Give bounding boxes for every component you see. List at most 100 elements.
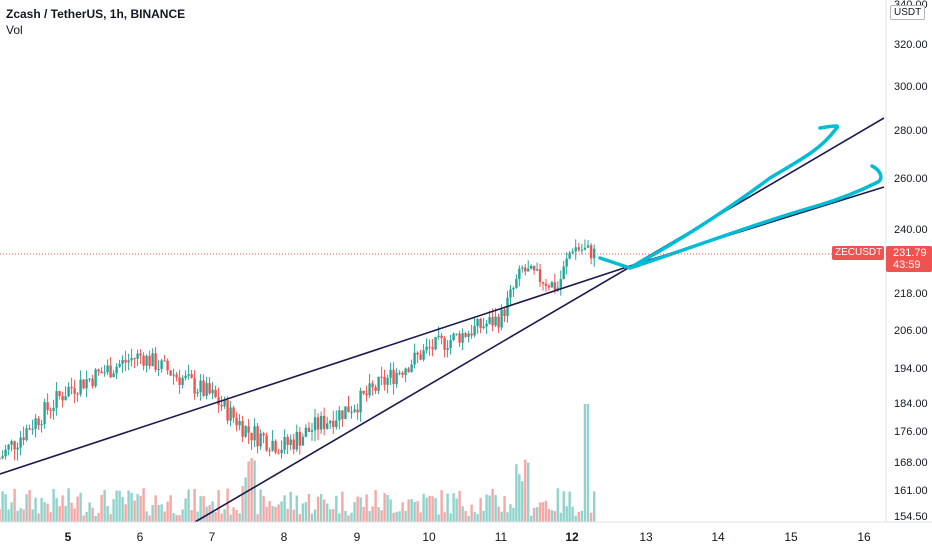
volume-bar <box>100 494 103 522</box>
trendline-lower[interactable] <box>194 117 885 523</box>
time-tick-label: 13 <box>639 530 653 544</box>
symbol-title[interactable]: Zcash / TetherUS, 1h, BINANCE <box>6 7 186 21</box>
volume-bar <box>497 506 500 522</box>
volume-bar <box>325 503 329 522</box>
volume-bar <box>583 404 587 522</box>
volume-bar <box>479 498 482 522</box>
candle-body <box>482 326 485 328</box>
trendline-upper[interactable] <box>0 265 631 475</box>
candle-body <box>301 436 305 446</box>
volume-bar <box>470 504 473 522</box>
volume-bar <box>491 488 494 522</box>
last-price-badge: 231.79 43:59 <box>886 246 932 272</box>
volume-bar <box>515 464 518 522</box>
volume-bar <box>544 500 548 522</box>
volume-bar <box>362 506 365 522</box>
volume-bar <box>148 515 151 522</box>
volume-bar <box>268 501 271 522</box>
volume-bar <box>295 495 298 522</box>
drawing-bullish-path[interactable] <box>598 124 840 270</box>
volume-bar <box>341 491 344 522</box>
volume-bar <box>1 491 4 522</box>
volume-indicator-label[interactable]: Vol <box>6 23 23 37</box>
price-tick-label: 168.00 <box>894 457 928 469</box>
time-tick-label: 14 <box>711 530 725 544</box>
currency-label[interactable]: USDT <box>890 5 926 20</box>
candle-body <box>461 333 464 343</box>
candle-body <box>91 378 94 387</box>
candle-body <box>479 318 482 328</box>
volume-bar <box>556 488 559 522</box>
time-tick-label: 12 <box>565 530 579 544</box>
volume-bar <box>16 510 19 522</box>
candle-body <box>19 437 22 448</box>
volume-bar <box>488 495 491 522</box>
volume-bar <box>580 510 584 522</box>
candle-body <box>7 444 10 450</box>
volume-bar <box>416 501 419 522</box>
volume-bar <box>85 511 88 522</box>
candle-body <box>404 368 407 375</box>
volume-bar <box>151 505 154 522</box>
candle-body <box>97 369 100 372</box>
volume-bar <box>404 511 407 522</box>
volume-bar <box>169 495 172 522</box>
volume-bar <box>241 485 244 522</box>
volume-bar <box>196 511 199 522</box>
candle-body <box>386 377 389 385</box>
time-tick-label: 9 <box>354 530 361 544</box>
volume-bar <box>319 493 323 522</box>
volume-bar <box>115 490 118 522</box>
candle-body <box>515 279 518 288</box>
volume-bar <box>256 514 259 522</box>
volume-bar <box>527 462 530 522</box>
candle-body <box>589 245 593 259</box>
candle-body <box>568 252 571 259</box>
volume-bar <box>202 496 205 522</box>
candle-body <box>124 359 127 363</box>
volume-bar <box>395 511 398 522</box>
volume-bar <box>425 497 428 522</box>
candle-body <box>136 353 139 359</box>
candle-body <box>473 326 476 336</box>
volume-bar <box>347 515 350 522</box>
volume-bar <box>350 512 353 522</box>
price-tick-label: 161.00 <box>894 485 928 497</box>
candle-body <box>142 355 145 366</box>
price-tick-label: 184.00 <box>894 398 928 410</box>
candle-body <box>410 364 413 372</box>
volume-bar <box>449 513 452 522</box>
candle-body <box>253 426 256 441</box>
volume-bar <box>565 506 568 522</box>
volume-bar <box>235 509 238 522</box>
candle-body <box>467 333 470 337</box>
symbol-badge: ZECUSDT <box>832 246 884 260</box>
volume-bar <box>265 506 268 522</box>
candle-body <box>565 258 568 267</box>
candle-body <box>425 346 428 351</box>
price-tick-label: 194.00 <box>894 363 928 375</box>
candle-body <box>232 407 235 418</box>
candle-body <box>434 336 437 350</box>
candle-body <box>226 400 229 421</box>
price-tick-label: 154.50 <box>894 511 928 523</box>
candle-body <box>538 269 542 283</box>
volume-bar <box>91 507 94 522</box>
candle-body <box>214 389 217 398</box>
candle-body <box>178 377 181 385</box>
candle-body <box>556 287 559 290</box>
volume-bar <box>160 504 163 522</box>
volume-bar <box>157 504 160 522</box>
candle-body <box>319 415 323 430</box>
volume-bar <box>277 504 280 522</box>
volume-bar <box>172 513 175 522</box>
candle-body <box>518 268 521 280</box>
volume-bar <box>4 494 7 522</box>
candle-body <box>58 391 61 397</box>
candle-body <box>491 317 494 326</box>
drawing-moderate-path[interactable] <box>628 164 883 270</box>
volume-bar <box>37 513 40 522</box>
volume-bar <box>389 499 392 522</box>
